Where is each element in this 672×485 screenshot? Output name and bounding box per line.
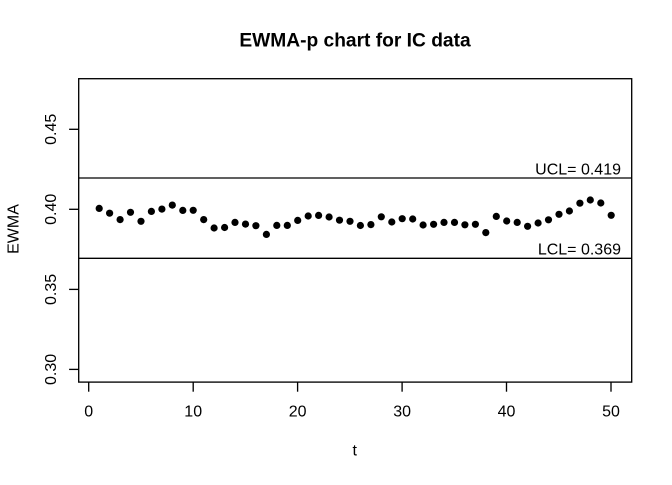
- svg-text:LCL= 0.369: LCL= 0.369: [538, 242, 621, 259]
- svg-text:0: 0: [84, 404, 93, 421]
- svg-text:40: 40: [498, 404, 516, 421]
- svg-text:EWMA: EWMA: [5, 204, 22, 254]
- svg-text:50: 50: [602, 404, 620, 421]
- svg-text:0.40: 0.40: [43, 194, 60, 225]
- svg-text:0.45: 0.45: [43, 114, 60, 145]
- svg-text:10: 10: [184, 404, 202, 421]
- svg-text:0.35: 0.35: [43, 274, 60, 305]
- svg-text:UCL= 0.419: UCL= 0.419: [535, 162, 621, 179]
- svg-text:20: 20: [289, 404, 307, 421]
- svg-text:0.30: 0.30: [43, 354, 60, 385]
- svg-text:t: t: [352, 443, 357, 460]
- svg-text:30: 30: [393, 404, 411, 421]
- svg-text:EWMA-p chart for IC data: EWMA-p chart for IC data: [239, 31, 471, 52]
